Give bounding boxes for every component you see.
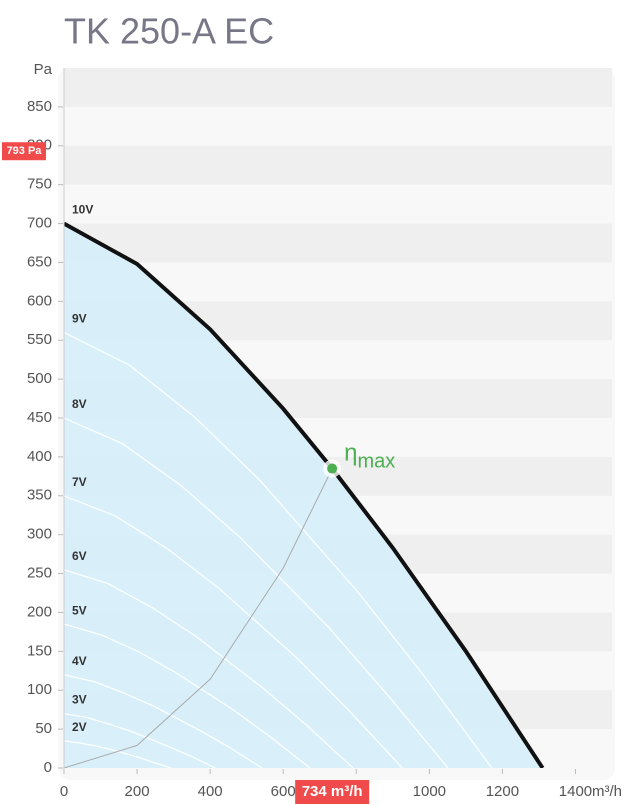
x-tick-label: 1400 [559,783,592,800]
grid-band [64,223,612,263]
x-marker-badge [295,780,370,804]
efficiency-line [64,468,333,768]
grid-band [64,145,612,185]
eta-label: ηmax [344,440,395,473]
y-tick-label: 200 [27,603,52,620]
y-tick-label: 300 [27,526,52,543]
series-label: 2V [72,720,87,734]
x-tick-label: 200 [125,783,150,800]
y-tick-label: 400 [27,448,52,465]
x-tick-label: 0 [60,783,68,800]
y-tick-label: 250 [27,565,52,582]
voltage-curve [64,495,403,768]
max-curve [64,221,545,768]
y-tick-label: 350 [27,487,52,504]
y-tick-label: 150 [27,642,52,659]
y-tick-label: 450 [27,409,52,426]
y-unit: Pa [34,61,53,78]
series-label: 10V [72,203,93,217]
series-label: 7V [72,475,87,489]
y-tick-label: 100 [27,681,52,698]
x-tick-label: 1000 [413,783,446,800]
eta-sub: max [358,451,396,473]
eta-point [327,463,338,474]
x-tick-label: 1200 [486,783,519,800]
voltage-curve [64,569,354,768]
area-fill [64,223,543,768]
x-tick-label: 600 [271,783,296,800]
grid-band [64,68,612,107]
y-tick-label: 50 [35,720,52,737]
x-tick-label: 400 [198,783,223,800]
y-tick-label: 850 [27,98,52,115]
voltage-curve [64,740,172,768]
series-label: 6V [72,549,87,563]
y-tick-label: 700 [27,215,52,232]
series-label: 9V [72,312,87,326]
voltage-curve [64,674,263,768]
x-marker-label: 734 m³/h [302,783,363,800]
y-tick-label: 550 [27,331,52,348]
series-label: 3V [72,693,87,707]
voltage-curve [64,623,311,768]
series-label: 8V [72,397,87,411]
y-tick-label: 600 [27,292,52,309]
series-label: 5V [72,603,87,617]
eta-symbol: η [344,440,357,467]
voltage-curve [64,331,493,768]
y-tick-label: 500 [27,370,52,387]
y-tick-label: 0 [44,759,52,776]
x-unit: m³/h [592,783,622,800]
chart-title: TK 250-A EC [64,11,274,52]
y-tick-label: 750 [27,176,52,193]
voltage-curve [64,417,449,768]
y-marker-badge [2,142,46,161]
y-tick-label: 650 [27,253,52,270]
voltage-curve [64,713,216,768]
y-marker-label: 793 Pa [7,145,43,157]
series-label: 4V [72,654,87,668]
